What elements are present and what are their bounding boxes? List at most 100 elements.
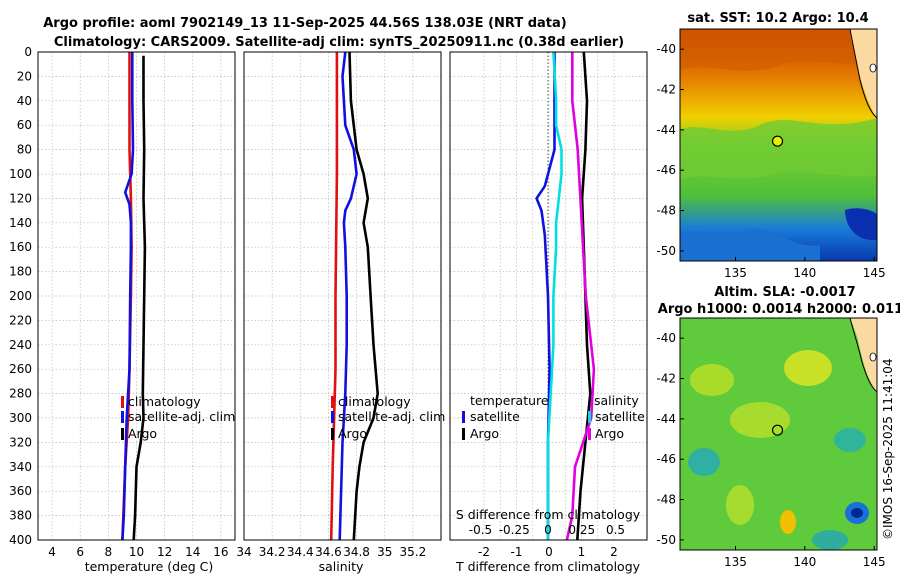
series-line-argo [132,55,147,541]
x-tick-label: 16 [213,545,228,559]
x-tick-label: 2 [610,545,618,559]
x-tick-label: -1 [511,545,523,559]
argo-location-marker [771,424,784,436]
salinity-panel: 34 34.2 34.4 34.6 34.8 35 35.2 salinity climat… [236,51,445,574]
chart-title-line1: Argo profile: aoml 7902149_13 11-Sep-202… [43,16,567,31]
legend-label: satellite [470,409,520,424]
salinity-legend: climatology satellite-adj. clim Argo [331,394,445,441]
y-tick-label: 200 [9,289,32,303]
y-tick-label: 160 [9,240,32,254]
x-tick-label: 34.2 [259,545,286,559]
legend-label: satellite-adj. clim [338,409,445,424]
x-tick-label: 34.8 [343,545,370,559]
map-x-tick: 140 [793,266,816,280]
legend-swatch-argo [331,428,334,440]
x-tick-label: 4 [48,545,56,559]
map-y-tick: -44 [656,412,676,426]
x-tick-label: 10 [129,545,144,559]
y-tick-label: 80 [17,143,32,157]
series-line-climatology [329,52,339,541]
map-y-tick: -50 [656,244,676,258]
legend-label: satellite [595,409,645,424]
temperature-panel: 4 6 8 10 12 14 16 0 20 40 60 80 100 120 140 160 180 200 2… [9,45,236,574]
map-y-tick: -42 [656,83,676,97]
map-x-tick: 135 [724,555,747,569]
x-tick-label: 34.6 [315,545,342,559]
y-tick-label: 60 [17,118,32,132]
y-tick-label: 360 [9,484,32,498]
difference-panel: -2 -1 0 1 2 -0.5 -0.25 0 0.25 0.5 S difference f… [449,51,648,574]
sla-map-title-line1: Altim. SLA: -0.0017 [714,285,855,300]
imos-watermark: ©IMOS 16-Sep-2025 11:41:04 [881,358,895,540]
series-line-satellite-adj-clim [121,52,135,541]
y-tick-label: 300 [9,411,32,425]
y-tick-label: 260 [9,362,32,376]
top-tick-label: 0.5 [606,523,625,537]
legend-label: climatology [128,394,201,409]
legend-swatch-t-argo [462,428,465,440]
y-tick-label: 180 [9,265,32,279]
map-y-tick: -48 [656,493,676,507]
top-tick-label: 0 [544,523,552,537]
legend-label: Argo [128,426,157,441]
x-tick-label: 35 [377,545,392,559]
y-tick-label: 120 [9,191,32,205]
x-tick-label: 0 [545,545,553,559]
legend-label: satellite-adj. clim [128,409,235,424]
x-tick-label: 6 [76,545,84,559]
y-tick-label: 40 [17,94,32,108]
legend-swatch-argo [121,428,124,440]
map-y-tick: -42 [656,372,676,386]
difference-legend: temperature satellite Argo salinity sate… [462,393,645,441]
y-tick-label: 280 [9,387,32,401]
top-tick-label: 0.25 [568,523,595,537]
legend-swatch-s-satellite [588,411,591,423]
y-tick-label: 220 [9,313,32,327]
map-y-tick: -50 [656,533,676,547]
sla-heatmap [680,318,877,550]
legend-label: climatology [338,394,411,409]
map-y-tick: -46 [656,163,676,177]
legend-title-salinity: salinity [594,393,639,408]
s-difference-label: S difference from climatology [456,507,641,522]
legend-swatch-t-satellite [462,411,465,423]
series-line-s-argo [565,52,596,541]
series-line-argo [348,51,380,541]
x-tick-label: 8 [105,545,113,559]
temperature-xlabel: temperature (deg C) [85,559,214,574]
y-tick-label: 240 [9,338,32,352]
x-tick-label: 35.2 [399,545,426,559]
temperature-legend: climatology satellite-adj. clim Argo [121,394,235,441]
y-tick-label: 0 [24,45,32,59]
y-tick-label: 20 [17,69,32,83]
legend-swatch-climatology [331,396,334,408]
x-tick-label: 1 [578,545,586,559]
map-y-tick: -46 [656,452,676,466]
map-x-tick: 135 [724,266,747,280]
y-tick-label: 100 [9,167,32,181]
legend-swatch-climatology [121,396,124,408]
x-tick-label: 34 [236,545,251,559]
chart-title-line2: Climatology: CARS2009. Satellite-adj cli… [54,35,624,50]
sst-map-title: sat. SST: 10.2 Argo: 10.4 [687,11,868,26]
top-tick-label: -0.25 [499,523,530,537]
x-tick-label: 34.4 [287,545,314,559]
map-y-tick: -40 [656,42,676,56]
series-line-satellite-adj-clim [338,51,358,541]
y-tick-label: 380 [9,509,32,523]
legend-swatch-satellite [121,411,124,423]
x-tick-label: -2 [478,545,490,559]
legend-swatch-satellite [331,411,334,423]
land-mass [850,29,877,118]
map-x-tick: 145 [863,555,886,569]
y-tick-label: 320 [9,435,32,449]
t-difference-label: T difference from climatology [455,559,641,574]
x-tick-label: 14 [185,545,200,559]
sla-map-panel: Altim. SLA: -0.0017 Argo h1000: 0.0014 h… [656,285,900,569]
x-tick-label: 12 [157,545,172,559]
y-tick-label: 400 [9,533,32,547]
salinity-xlabel: salinity [319,559,364,574]
series-line-t-satellite [535,52,556,540]
argo-location-marker [771,135,784,147]
